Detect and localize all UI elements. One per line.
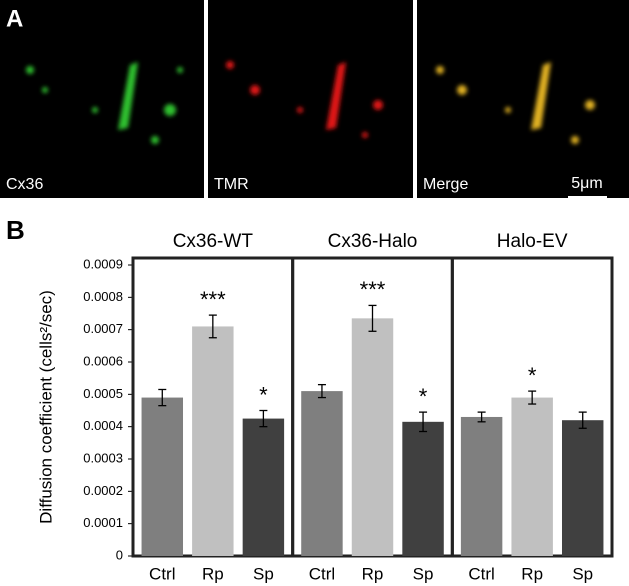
y-tick-label: 0.0002 bbox=[83, 483, 123, 498]
x-tick-label: Sp bbox=[253, 564, 274, 583]
significance-label: * bbox=[259, 382, 268, 407]
bar bbox=[402, 421, 444, 556]
x-tick-label: Rp bbox=[521, 564, 543, 583]
cx36-signal bbox=[26, 62, 183, 144]
x-tick-label: Ctrl bbox=[468, 564, 494, 583]
image-tmr bbox=[208, 0, 413, 198]
panel-label: B bbox=[6, 215, 25, 245]
scale-bar-label: 5μm bbox=[571, 175, 602, 192]
image-merge bbox=[417, 0, 629, 198]
y-tick-label: 0.0004 bbox=[83, 418, 123, 433]
image-label: Merge bbox=[423, 176, 468, 193]
y-tick-label: 0.0005 bbox=[83, 386, 123, 401]
panel-label: A bbox=[6, 5, 23, 32]
y-tick-label: 0.0009 bbox=[83, 256, 123, 271]
y-tick-label: 0.0007 bbox=[83, 321, 123, 336]
bar bbox=[242, 418, 285, 556]
x-tick-label: Sp bbox=[572, 564, 593, 583]
bar bbox=[511, 397, 553, 556]
y-axis-label: Diffusion coefficient (cells²/sec) bbox=[36, 290, 55, 524]
image-cx36 bbox=[0, 0, 204, 198]
group-title: Cx36-WT bbox=[173, 231, 254, 252]
y-tick-label: 0.0006 bbox=[83, 353, 123, 368]
image-label: TMR bbox=[214, 176, 249, 193]
y-tick-label: 0.0003 bbox=[83, 450, 123, 465]
significance-label: *** bbox=[360, 277, 386, 302]
x-tick-label: Ctrl bbox=[309, 564, 335, 583]
significance-label: * bbox=[528, 363, 537, 388]
bar bbox=[192, 326, 234, 556]
merge-signal bbox=[436, 62, 595, 144]
y-tick-label: 0.0008 bbox=[83, 289, 123, 304]
significance-label: *** bbox=[200, 287, 226, 312]
x-tick-label: Sp bbox=[413, 564, 434, 583]
bar bbox=[561, 420, 604, 556]
x-tick-label: Ctrl bbox=[149, 564, 175, 583]
group-title: Halo-EV bbox=[497, 231, 568, 252]
y-tick-label: 0 bbox=[116, 547, 123, 562]
y-tick-label: 0.0001 bbox=[83, 515, 123, 530]
tmr-signal bbox=[226, 61, 383, 138]
micrograph-panels bbox=[0, 0, 629, 200]
bar bbox=[351, 318, 394, 556]
bar bbox=[301, 391, 343, 556]
bar bbox=[460, 416, 503, 556]
group-title: Cx36-Halo bbox=[328, 231, 418, 252]
image-label: Cx36 bbox=[6, 176, 43, 193]
x-tick-label: Rp bbox=[362, 564, 384, 583]
x-tick-label: Rp bbox=[202, 564, 224, 583]
significance-label: * bbox=[419, 384, 428, 409]
bar bbox=[141, 397, 184, 556]
